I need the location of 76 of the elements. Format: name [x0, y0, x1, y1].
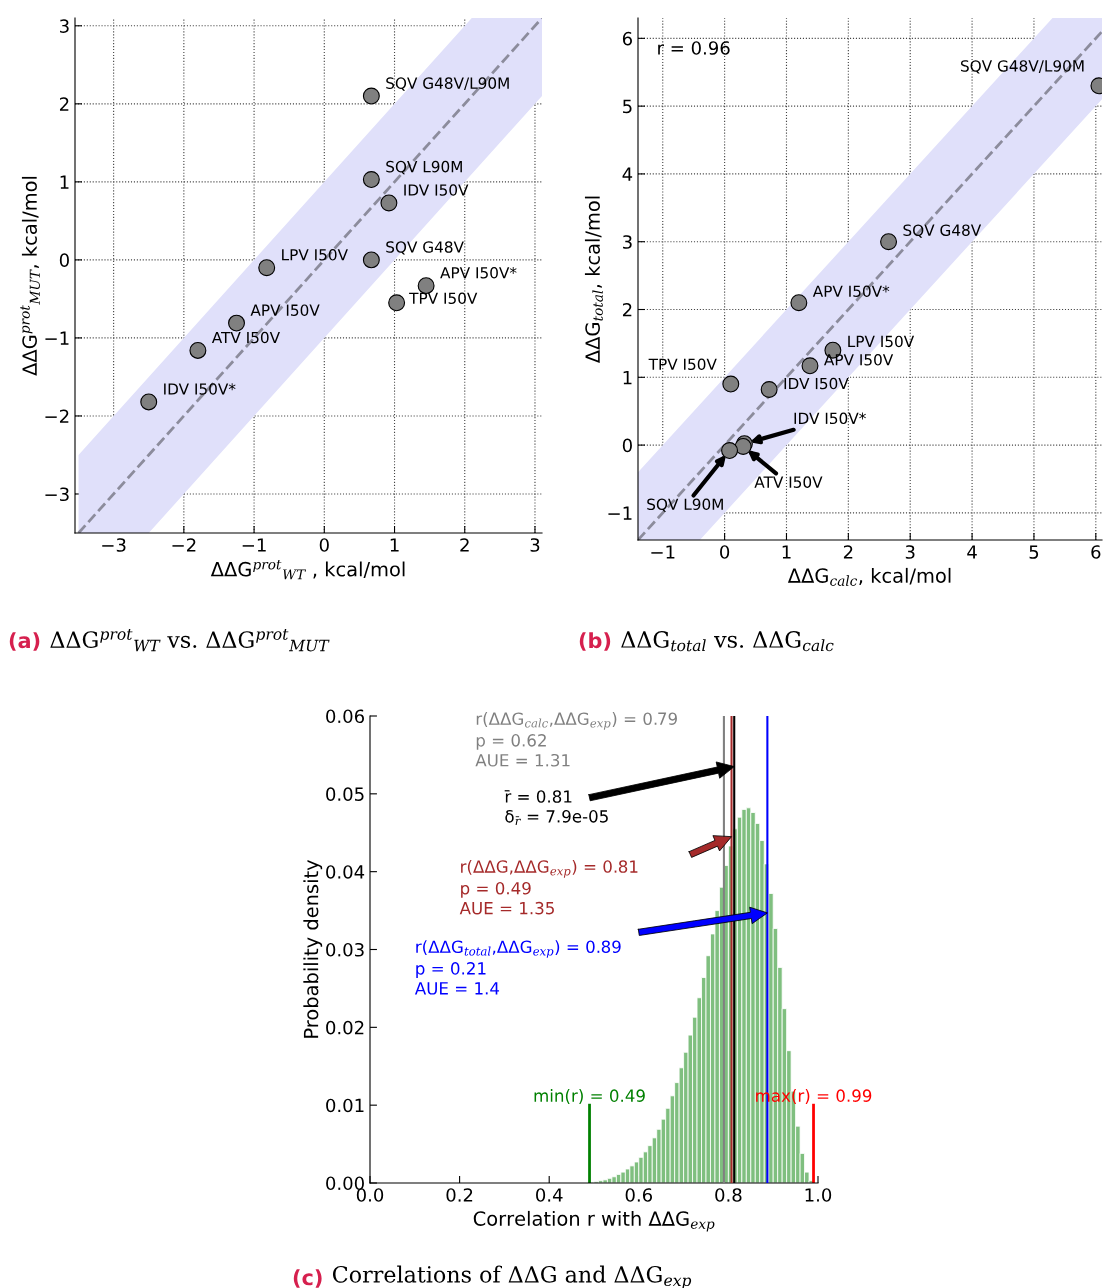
y-tick-label: 3	[60, 19, 69, 33]
text: (a) ΔΔG$^{prot}$$_{WT}$ vs. ΔΔG$^{prot}$$_{MUT}$	[9, 629, 330, 652]
data-label: SQV L90M	[647, 498, 723, 512]
y-axis-title: ΔΔG$_{total}$, kcal/mol	[584, 196, 603, 364]
data-label: SQV G48V/L90M	[960, 60, 1084, 74]
y-tick-label: 5	[623, 99, 632, 114]
data-label: ATV I50V	[211, 331, 280, 344]
data-label: TPV I50V	[648, 358, 717, 371]
x-axis-title: ΔΔG$^{prot}$$_{WT}$ , kcal/mol	[210, 559, 405, 580]
x-tick-label: −1	[651, 545, 675, 559]
data-label: TPV I50V	[409, 292, 478, 305]
y-tick-label: −1	[608, 506, 632, 520]
data-label: APV I50V	[250, 304, 320, 316]
y-axis-title: Probability density	[303, 859, 323, 1038]
data-label: LPV I50V	[848, 335, 915, 348]
x-tick-label: −2	[172, 538, 196, 552]
data-label: APV I50V	[824, 354, 894, 366]
y-tick-label: 2	[622, 302, 632, 317]
y-tick-label: 0.03	[326, 942, 364, 957]
data-label: SQV G48V	[386, 241, 464, 255]
data-label: SQV G48V	[903, 224, 982, 238]
x-tick-label: 0.0	[356, 1188, 384, 1202]
y-tick-label: −1	[45, 331, 69, 345]
data-label: LPV I50V	[282, 249, 348, 261]
y-axis-title: ΔΔG$^{prot}$$_{MUT}$, kcal/mol	[20, 176, 40, 376]
x-tick-label: 1.0	[805, 1188, 832, 1202]
x-tick-label: 2	[460, 538, 469, 552]
x-tick-label: 3	[905, 545, 915, 559]
y-tick-label: 2	[59, 97, 69, 111]
y-tick-label: 4	[622, 167, 633, 181]
y-tick-label: 0.06	[326, 709, 364, 724]
y-tick-label: 1	[60, 175, 69, 189]
x-tick-label: 1	[390, 538, 399, 552]
y-tick-label: −2	[45, 409, 69, 423]
y-tick-label: 6	[622, 31, 632, 46]
data-label: SQV L90M	[386, 160, 462, 175]
x-tick-label: 0	[720, 545, 730, 559]
x-tick-label: 2	[843, 545, 853, 559]
x-tick-label: −3	[102, 538, 126, 552]
y-tick-label: 0.01	[326, 1098, 364, 1113]
y-tick-label: 0	[622, 438, 632, 453]
y-tick-label: 1	[623, 370, 632, 385]
text: r(ΔΔG,ΔΔG$_{exp}$) = 0.81 p = 0.49 AUE = 1.35	[459, 859, 638, 915]
x-tick-label: 5	[1029, 545, 1039, 559]
x-tick-label: 0.4	[536, 1188, 563, 1202]
x-tick-label: −1	[242, 538, 266, 552]
data-label: APV I50V*	[440, 266, 517, 279]
series-label: min(r) = 0.49	[534, 1089, 645, 1104]
x-tick-label: 1	[782, 545, 791, 559]
x-tick-label: 0.6	[625, 1188, 653, 1202]
text: r(ΔΔG$_{calc}$,ΔΔG$_{exp}$) = 0.79 p = 0.62 AUE = 1.31	[475, 712, 677, 767]
y-tick-label: 0.04	[326, 865, 365, 879]
data-label: IDV I50V*	[164, 383, 236, 395]
y-tick-label: 0.02	[326, 1020, 364, 1035]
text: (b) ΔΔG$_{total}$ vs. ΔΔG$_{calc}$	[579, 631, 834, 652]
data-label: SQV G48V/L90M	[386, 77, 509, 91]
annotation: r = 0.96	[658, 41, 730, 55]
y-tick-label: 0.00	[326, 1176, 364, 1191]
x-tick-label: 6	[1091, 545, 1101, 559]
data-label: APV I50V*	[812, 285, 890, 297]
y-tick-label: 3	[623, 235, 632, 249]
y-tick-label: 0.05	[326, 787, 364, 801]
x-tick-label: 0.8	[715, 1188, 742, 1202]
ref-line-label: r̄ = 0.81 δ$_{r̄}$ = 7.9e-05	[504, 790, 608, 825]
text: r(ΔΔG$_{total}$,ΔΔG$_{exp}$) = 0.89 p = 0.21 AUE = 1.4	[414, 940, 621, 995]
x-tick-label: 3	[530, 538, 540, 552]
y-tick-label: −3	[45, 487, 69, 502]
data-label: ATV I50V	[754, 476, 823, 488]
x-tick-label: 4	[967, 545, 977, 559]
data-label: IDV I50V	[404, 184, 469, 196]
data-label: IDV I50V*	[794, 412, 866, 425]
y-tick-label: 0	[59, 253, 69, 268]
x-tick-label: 0.2	[446, 1188, 473, 1202]
x-axis-title: Correlation r with ΔΔG$_{exp}$	[473, 1210, 715, 1232]
x-axis-title: ΔΔG$_{calc}$, kcal/mol	[787, 567, 951, 586]
data-label: IDV I50V	[784, 377, 849, 390]
